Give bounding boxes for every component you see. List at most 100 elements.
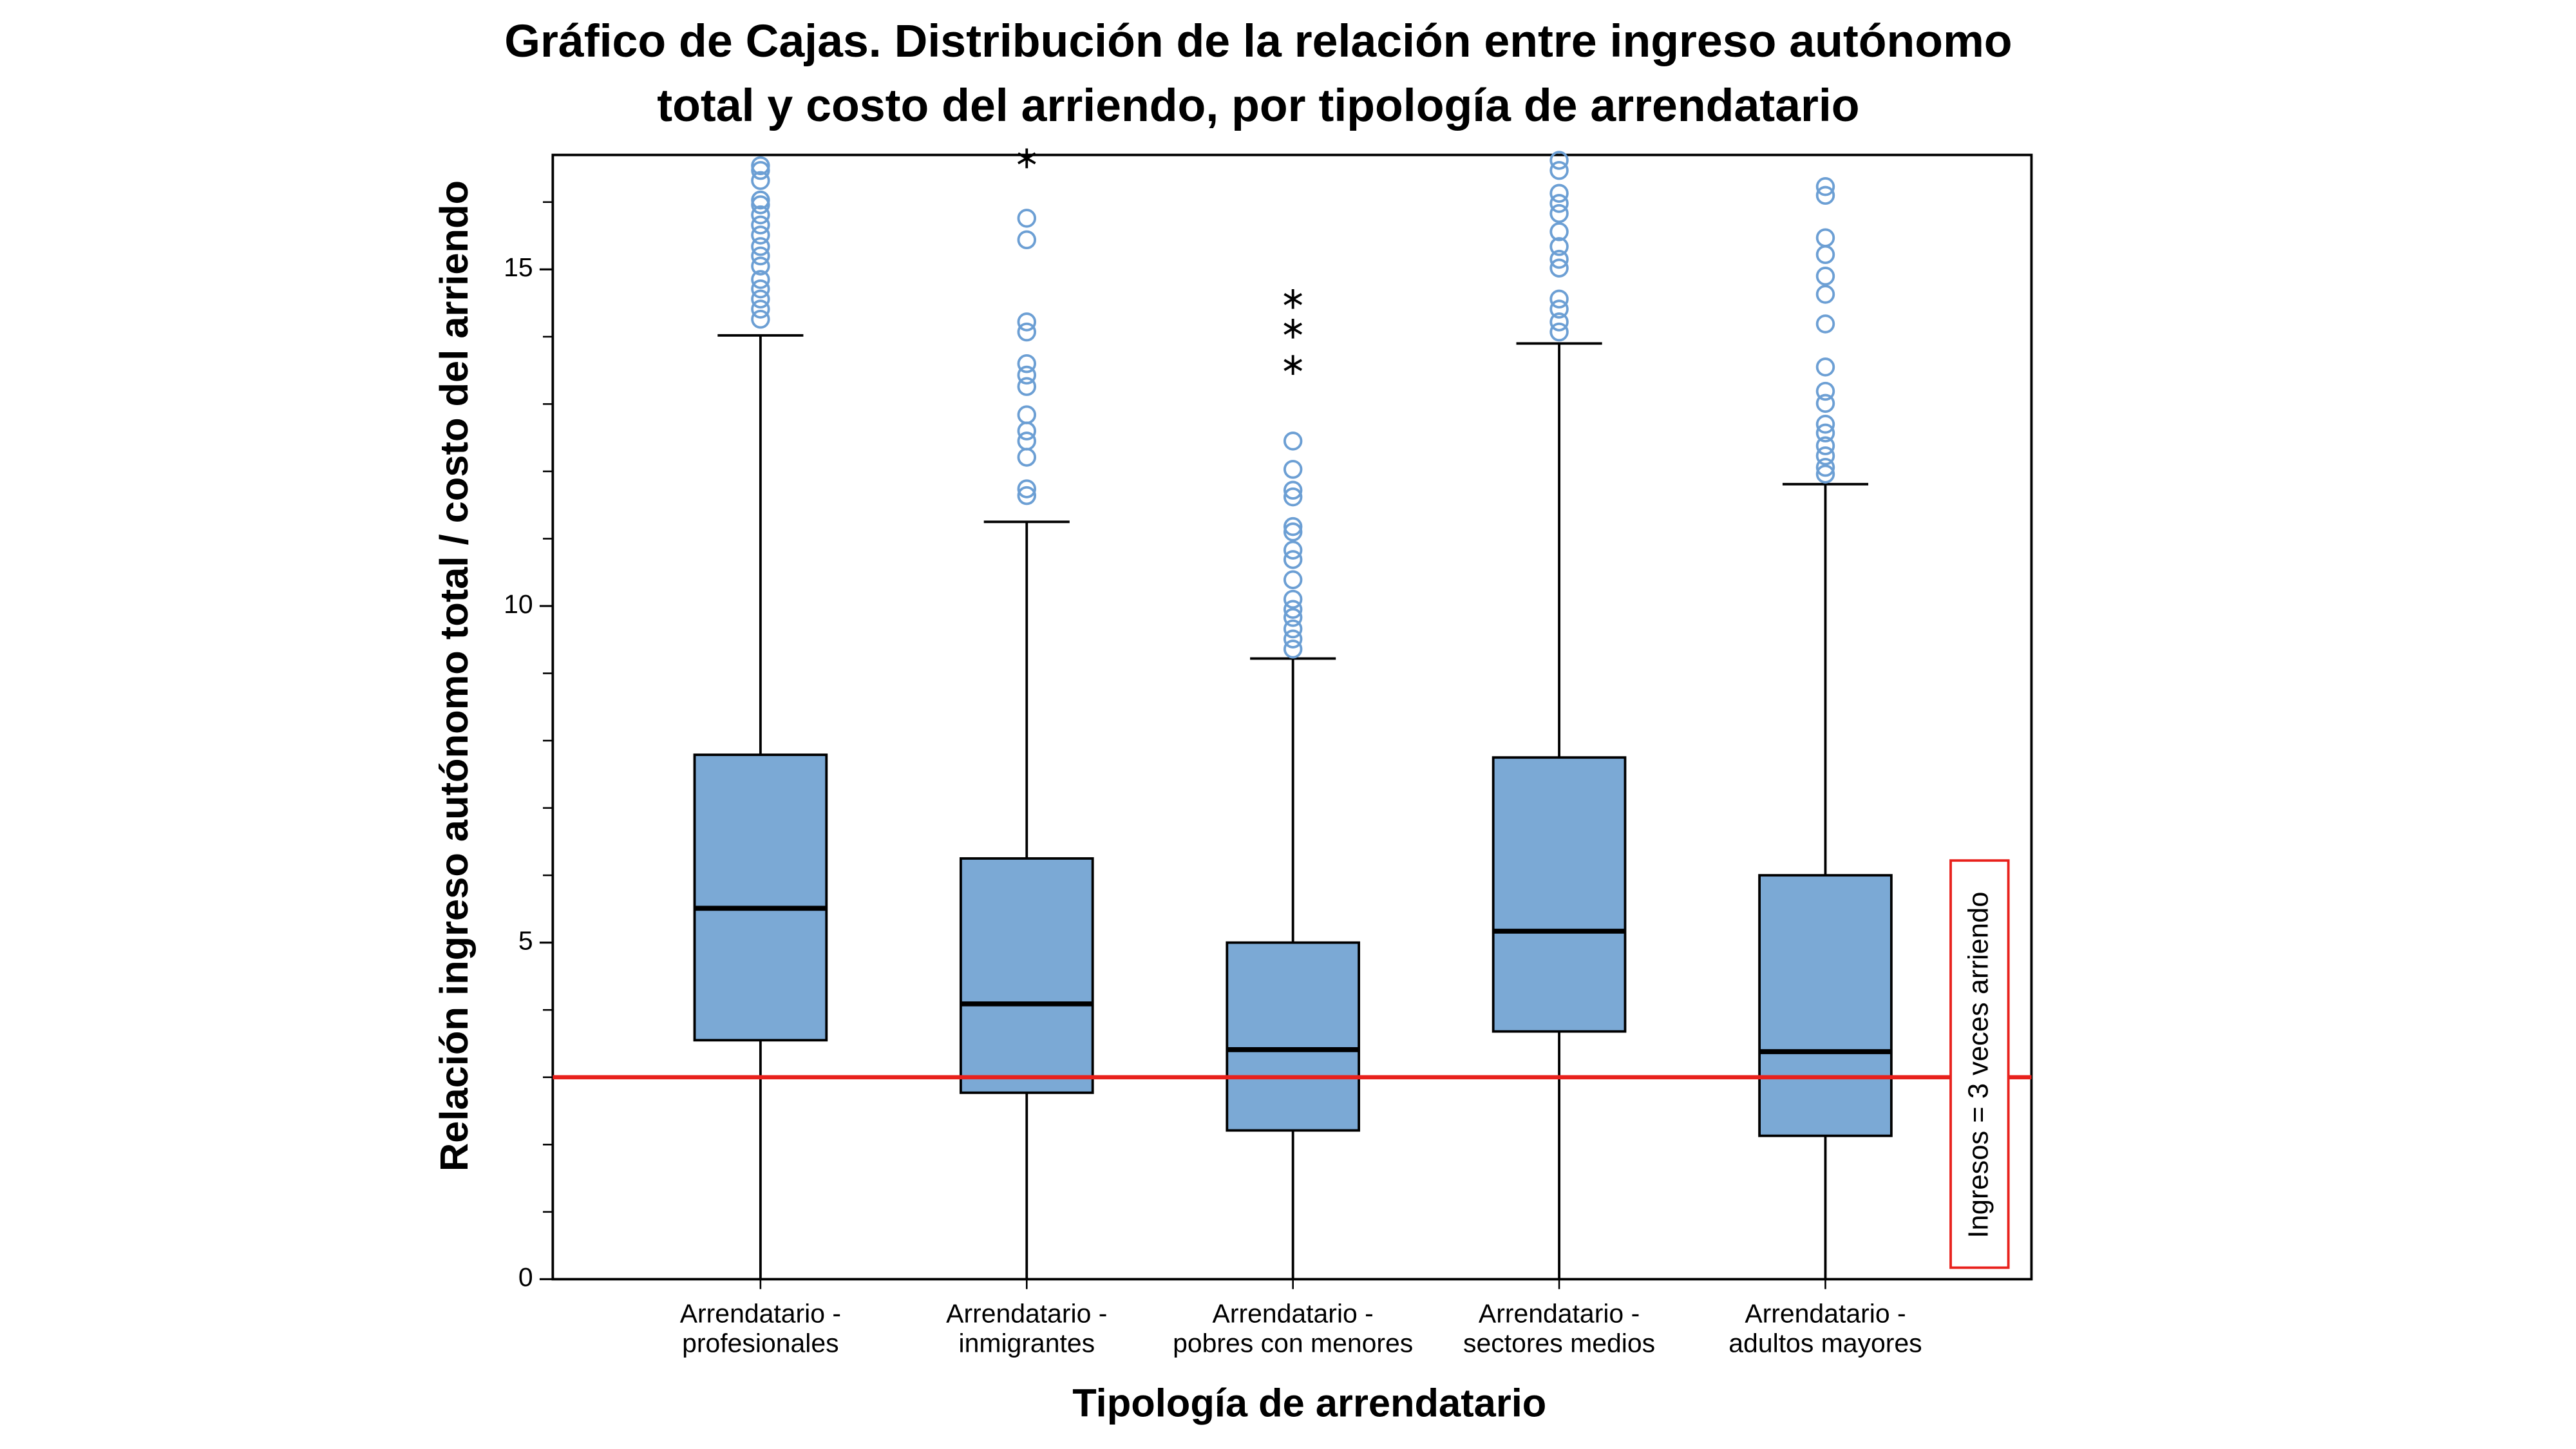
outlier [1283, 608, 1303, 627]
annotation: Ingresos = 3 veces arriendo [1964, 892, 1994, 1238]
outlier [1283, 431, 1303, 451]
outlier [751, 279, 770, 299]
chart-title: total y costo del arriendo, por tipologí… [657, 80, 1859, 131]
outlier [751, 205, 770, 225]
y-tick-label: 10 [504, 589, 533, 619]
x-tick-label: Arrendatario - [680, 1298, 841, 1328]
outlier [1017, 365, 1037, 385]
outlier [1283, 480, 1303, 500]
outlier [1549, 258, 1569, 278]
outlier [1283, 600, 1303, 619]
outlier [1283, 589, 1303, 609]
outlier [1549, 312, 1569, 332]
x-tick-label: profesionales [682, 1329, 839, 1358]
outlier [751, 195, 770, 214]
annotation-box [1949, 859, 2010, 1269]
x-tick-label: Arrendatario - [1213, 1298, 1374, 1328]
outlier [751, 289, 770, 309]
outlier [1815, 381, 1835, 401]
outlier [1283, 522, 1303, 542]
y-axis-label: Relación ingreso autónomo total / costo … [432, 180, 477, 1171]
outlier [1283, 639, 1303, 659]
x-tick-label: inmigrantes [958, 1329, 1095, 1358]
y-tick-label: 15 [504, 252, 533, 282]
outlier [751, 246, 770, 266]
outlier [1549, 237, 1569, 256]
outlier [1017, 421, 1037, 440]
outlier [1283, 570, 1303, 589]
outlier [1549, 160, 1569, 180]
outlier [1283, 619, 1303, 639]
outlier [1549, 249, 1569, 269]
outlier [1815, 245, 1835, 265]
outlier [1815, 185, 1835, 205]
y-tick-label: 5 [518, 925, 533, 955]
chart-title: Gráfico de Cajas. Distribución de la rel… [504, 15, 2012, 67]
box [693, 753, 828, 1042]
outlier [1549, 151, 1569, 170]
outlier [1017, 377, 1037, 396]
outlier [751, 270, 770, 289]
outlier [751, 156, 770, 176]
outlier [1283, 629, 1303, 649]
x-tick-label: adultos mayores [1728, 1329, 1922, 1358]
outlier [1815, 393, 1835, 413]
box [1226, 941, 1360, 1132]
outlier [751, 171, 770, 191]
outlier [1017, 448, 1037, 467]
box [1492, 756, 1627, 1033]
outlier [1017, 479, 1037, 498]
outlier [751, 237, 770, 256]
extreme [1283, 289, 1302, 309]
outlier [1815, 423, 1835, 443]
outlier [1017, 209, 1037, 228]
x-tick-label: Arrendatario - [1745, 1298, 1906, 1328]
outlier [751, 299, 770, 319]
box [1758, 874, 1893, 1137]
outlier [1815, 457, 1835, 477]
outlier [1549, 299, 1569, 319]
outlier [751, 309, 770, 329]
outlier [1549, 289, 1569, 309]
outlier [1549, 194, 1569, 213]
box [959, 857, 1094, 1094]
outlier [1815, 285, 1835, 304]
outlier [1815, 228, 1835, 247]
outlier [1283, 516, 1303, 536]
outlier [1815, 267, 1835, 286]
outlier [1815, 415, 1835, 434]
outlier [751, 190, 770, 210]
outlier [1017, 405, 1037, 424]
extreme [1283, 355, 1302, 375]
extreme [1018, 148, 1036, 169]
outlier [1815, 446, 1835, 466]
outlier [1549, 222, 1569, 242]
outlier [1017, 486, 1037, 506]
outlier [1549, 322, 1569, 342]
outlier [1017, 322, 1037, 342]
outlier [1017, 230, 1037, 250]
x-tick-label: sectores medios [1463, 1329, 1655, 1358]
outlier [1815, 177, 1835, 196]
outlier [1815, 314, 1835, 334]
x-tick-label: pobres con menores [1173, 1329, 1413, 1358]
outlier [1017, 312, 1037, 332]
outlier [1283, 540, 1303, 560]
extreme [1283, 318, 1302, 339]
x-tick-label: Arrendatario - [946, 1298, 1107, 1328]
y-tick-label: 0 [518, 1262, 533, 1292]
outlier [1549, 184, 1569, 203]
outlier [751, 160, 770, 180]
x-axis-label: Tipología de arrendatario [1072, 1381, 1546, 1426]
outlier [751, 215, 770, 235]
outlier [1283, 550, 1303, 569]
outlier [1283, 460, 1303, 479]
outlier [1017, 431, 1037, 451]
outlier [751, 256, 770, 276]
x-tick-label: Arrendatario - [1479, 1298, 1640, 1328]
outlier [1815, 357, 1835, 377]
outlier [1283, 487, 1303, 507]
outlier [1549, 204, 1569, 223]
